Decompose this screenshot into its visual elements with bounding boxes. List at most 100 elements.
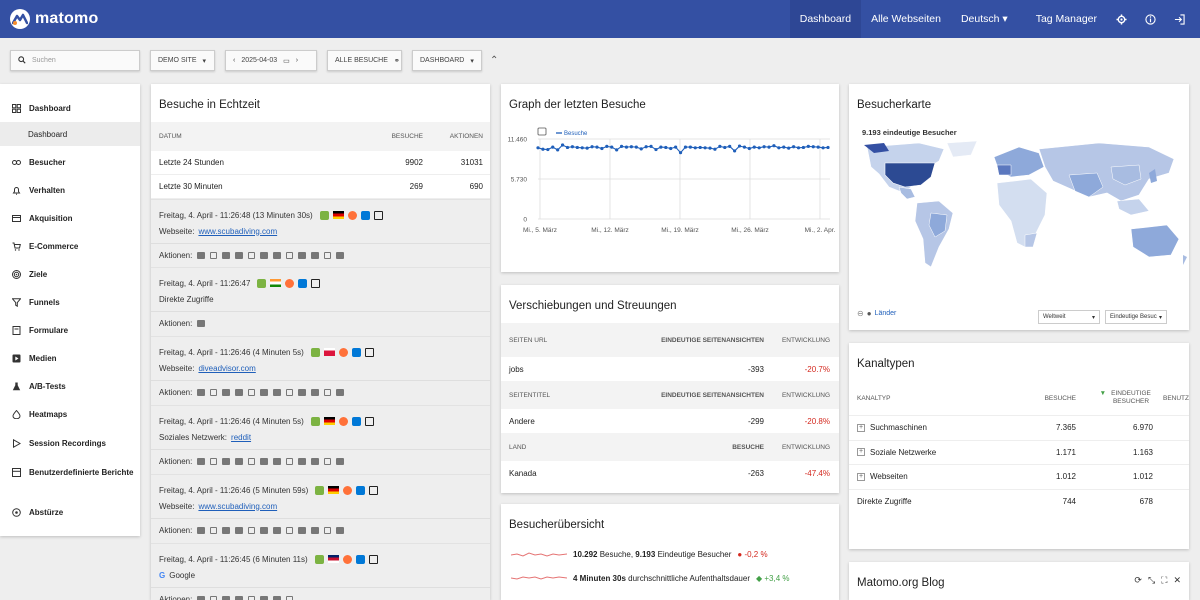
visitor-profile-icon[interactable] <box>310 416 320 426</box>
table-row[interactable]: + Suchmaschinen 7.365 6.970 <box>849 415 1189 440</box>
world-map[interactable] <box>849 139 1189 299</box>
collapse-icon[interactable]: ⌃ <box>490 55 499 66</box>
action-icon[interactable] <box>324 388 332 396</box>
sidebar-item-goals[interactable]: Ziele <box>0 260 140 288</box>
action-icon[interactable] <box>248 251 256 259</box>
sidebar-item-funnels[interactable]: Funnels <box>0 289 140 317</box>
action-icon[interactable] <box>197 388 206 396</box>
visit-entry[interactable]: Freitag, 4. April - 11:26:47 Direkte Zug… <box>151 267 490 336</box>
action-icon[interactable] <box>286 251 294 259</box>
action-icon[interactable] <box>197 251 206 259</box>
action-icon[interactable] <box>222 526 231 534</box>
zoom-out-icon[interactable]: ⊖ <box>857 309 864 318</box>
action-icon[interactable] <box>235 251 244 259</box>
action-icon[interactable] <box>210 457 218 465</box>
help-icon[interactable] <box>1136 0 1165 38</box>
action-icon[interactable] <box>235 595 244 600</box>
table-row[interactable]: + Soziale Netzwerke 1.171 1.163 <box>849 439 1189 465</box>
close-icon[interactable]: ✕ <box>1173 575 1181 585</box>
action-icon[interactable] <box>197 526 206 534</box>
gear-icon[interactable] <box>1107 0 1136 38</box>
visit-entry[interactable]: Freitag, 4. April - 11:26:46 (4 Minuten … <box>151 336 490 405</box>
visits-line-chart[interactable]: 0 5.730 11.460 Mi., 5. März Mi., 12. März Mi.… <box>501 122 839 272</box>
site-selector[interactable]: DEMO SITE ▾ <box>150 50 215 71</box>
action-icon[interactable] <box>311 251 320 259</box>
visitor-profile-icon[interactable] <box>257 278 267 288</box>
table-row[interactable]: Kanada -263 -47.4% <box>501 461 839 485</box>
action-icon[interactable] <box>197 595 206 600</box>
action-icon[interactable] <box>248 388 256 396</box>
action-icon[interactable] <box>260 388 269 396</box>
action-icon[interactable] <box>197 457 206 465</box>
table-row[interactable]: Andere -299 -20.8% <box>501 409 839 433</box>
visit-entry[interactable]: Freitag, 4. April - 11:26:46 (5 Minuten … <box>151 474 490 543</box>
action-icon[interactable] <box>336 388 345 396</box>
action-icon[interactable] <box>235 526 244 534</box>
table-row[interactable]: + Webseiten 1.012 1.012 <box>849 464 1189 489</box>
action-icon[interactable] <box>222 388 231 396</box>
action-icon[interactable] <box>311 526 320 534</box>
action-icon[interactable] <box>324 251 332 259</box>
map-metric-select[interactable]: Eindeutige Besuc ▾ <box>1105 310 1167 324</box>
col-channel-type[interactable]: KANALTYP <box>857 394 891 402</box>
segment-selector[interactable]: ALLE BESUCHE ⚭ <box>327 50 402 71</box>
col-unique[interactable]: ▼ EINDEUTIGE BESUCHER <box>1099 390 1151 405</box>
visitor-profile-icon[interactable] <box>315 485 325 495</box>
action-icon[interactable] <box>298 457 307 465</box>
action-icon[interactable] <box>286 526 294 534</box>
action-icon[interactable] <box>248 457 256 465</box>
sidebar-item-custom-reports[interactable]: Benutzerdefinierte Berichte <box>0 457 140 498</box>
action-icon[interactable] <box>336 251 345 259</box>
action-icon[interactable] <box>222 251 231 259</box>
visit-entry[interactable]: Freitag, 4. April - 11:26:48 (13 Minuten… <box>151 199 490 267</box>
sidebar-item-media[interactable]: Medien <box>0 345 140 373</box>
table-row[interactable]: jobs -393 -20.7% <box>501 357 839 381</box>
sidebar-item-session-recordings[interactable]: Session Recordings <box>0 429 140 457</box>
action-icon[interactable] <box>273 595 282 600</box>
action-icon[interactable] <box>286 457 294 465</box>
visitor-profile-icon[interactable] <box>310 347 320 357</box>
visit-entry[interactable]: Freitag, 4. April - 11:26:45 (6 Minuten … <box>151 543 490 600</box>
sidebar-subitem-dashboard[interactable]: Dashboard <box>0 122 140 147</box>
visitor-profile-icon[interactable] <box>314 554 324 564</box>
action-icon[interactable] <box>248 526 256 534</box>
countries-link[interactable]: Länder <box>874 310 897 317</box>
action-icon[interactable] <box>222 595 231 600</box>
sidebar-item-crashes[interactable]: Abstürze <box>0 498 140 526</box>
action-icon[interactable] <box>197 319 206 327</box>
action-icon[interactable] <box>248 595 256 600</box>
maximize-icon[interactable]: ⛶ <box>1161 575 1168 585</box>
action-icon[interactable] <box>210 251 218 259</box>
next-period-icon[interactable]: › <box>295 57 299 64</box>
action-icon[interactable] <box>286 388 294 396</box>
action-icon[interactable] <box>273 526 282 534</box>
sidebar-item-ecommerce[interactable]: E-Commerce <box>0 232 140 260</box>
expand-icon[interactable]: + <box>857 472 865 481</box>
referrer-link[interactable]: www.scubadiving.com <box>198 226 278 236</box>
matomo-logo[interactable]: matomo <box>10 9 98 29</box>
action-icon[interactable] <box>273 251 282 259</box>
nav-all-sites[interactable]: Alle Webseiten <box>871 13 941 25</box>
sidebar-item-acquisition[interactable]: Akquisition <box>0 204 140 232</box>
sidebar-item-visitors[interactable]: Besucher <box>0 148 140 176</box>
action-icon[interactable] <box>311 457 320 465</box>
refresh-icon[interactable]: ⟳ <box>1134 575 1142 585</box>
action-icon[interactable] <box>298 526 307 534</box>
action-icon[interactable] <box>222 457 231 465</box>
sidebar-item-dashboard[interactable]: Dashboard <box>0 94 140 122</box>
nav-language[interactable]: Deutsch ▾ <box>951 0 1018 38</box>
logout-icon[interactable] <box>1165 0 1194 38</box>
action-icon[interactable] <box>260 457 269 465</box>
sidebar-item-heatmaps[interactable]: Heatmaps <box>0 401 140 429</box>
nav-tag-manager[interactable]: Tag Manager <box>1035 13 1097 25</box>
minimize-icon[interactable]: ⤡ <box>1147 575 1156 585</box>
action-icon[interactable] <box>260 595 269 600</box>
action-icon[interactable] <box>260 526 269 534</box>
action-icon[interactable] <box>324 526 332 534</box>
action-icon[interactable] <box>235 457 244 465</box>
action-icon[interactable] <box>298 251 307 259</box>
referrer-link[interactable]: diveadvisor.com <box>198 363 256 373</box>
action-icon[interactable] <box>210 526 218 534</box>
col-visits[interactable]: BESUCHE <box>1044 394 1076 402</box>
action-icon[interactable] <box>260 251 269 259</box>
